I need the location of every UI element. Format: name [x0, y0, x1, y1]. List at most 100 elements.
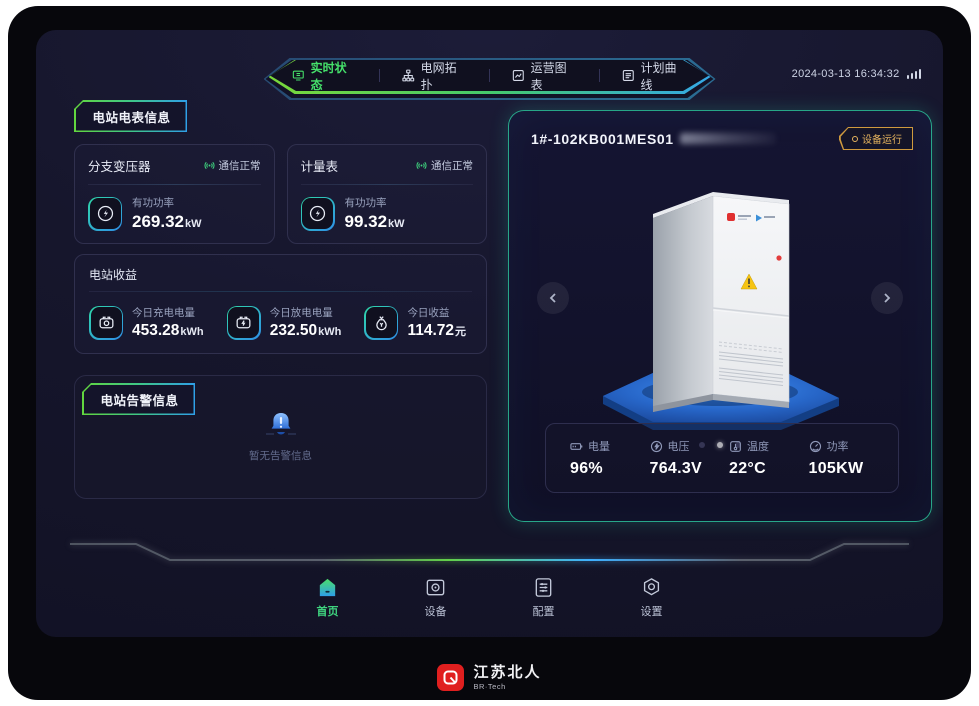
divider — [88, 184, 261, 185]
stat-value: 96% — [570, 460, 603, 477]
metric-value: 99.32 — [344, 212, 388, 231]
device-frame: 实时状态 电网拓扑 运营图表 计划曲线 — [8, 6, 971, 700]
revenue-label: 今日收益 — [407, 307, 450, 319]
carousel-prev-button[interactable] — [537, 282, 569, 314]
top-bar: 实时状态 电网拓扑 运营图表 计划曲线 — [36, 56, 943, 100]
monitor-icon — [292, 69, 305, 82]
divider — [300, 184, 473, 185]
alarm-section-title: 电站告警信息 — [83, 384, 194, 414]
device-status-label: 设备运行 — [862, 135, 902, 146]
comm-status-label: 通信正常 — [218, 160, 261, 172]
meter-card-meter: 计量表 通信正常 有功功率 99.32kW — [286, 144, 487, 244]
meter-section-title: 电站电表信息 — [75, 101, 186, 131]
charge-energy-icon — [89, 305, 123, 340]
comm-status-badge: 通信正常 — [203, 158, 261, 173]
nav-item-config[interactable]: 配置 — [521, 576, 567, 619]
device-carousel — [509, 150, 931, 448]
tab-label: 实时状态 — [310, 60, 347, 92]
metric-unit: kW — [185, 218, 202, 230]
tab-grid-topology[interactable]: 电网拓扑 — [380, 59, 489, 93]
device-panel: 1#-102KB001MES01 设备运行 — [508, 110, 932, 522]
meter-card-transformer: 分支变压器 通信正常 有功功率 269.32kW — [74, 144, 275, 244]
power-gauge-icon — [809, 440, 821, 452]
broadcast-icon — [203, 161, 215, 170]
divider-swoosh — [70, 541, 909, 563]
comm-status-badge: 通信正常 — [416, 158, 473, 173]
alarm-section-tag: 电站告警信息 — [82, 383, 196, 415]
stat-value: 22°C — [729, 460, 766, 477]
nav-label: 设备 — [424, 606, 447, 618]
carousel-dot[interactable] — [699, 442, 705, 448]
tab-label: 运营图表 — [530, 60, 567, 92]
comm-status-label: 通信正常 — [431, 160, 473, 172]
no-alarm-icon — [265, 413, 296, 435]
top-nav: 实时状态 电网拓扑 运营图表 计划曲线 — [264, 58, 716, 100]
bottom-nav: 首页 设备 配置 设置 — [36, 576, 943, 619]
revenue-label: 今日充电电量 — [132, 307, 195, 319]
active-power-icon — [300, 196, 335, 231]
brand-logo-icon — [437, 664, 465, 691]
datetime-text: 2024-03-13 16:34:32 — [791, 68, 900, 80]
revenue-unit: 元 — [455, 326, 466, 338]
stat-label: 温度 — [747, 441, 769, 453]
tab-plan-curve[interactable]: 计划曲线 — [600, 59, 709, 93]
alarm-empty-state: 暂无告警信息 — [75, 410, 486, 463]
nav-item-home[interactable]: 首页 — [305, 576, 351, 619]
carousel-next-button[interactable] — [871, 282, 903, 314]
revenue-value: 232.50 — [269, 322, 318, 339]
tab-operation-charts[interactable]: 运营图表 — [490, 59, 599, 93]
signal-icon — [906, 69, 921, 79]
stat-label: 功率 — [826, 441, 849, 453]
nav-item-devices[interactable]: 设备 — [413, 576, 459, 619]
metric-value: 269.32 — [132, 212, 184, 231]
datetime: 2024-03-13 16:34:32 — [792, 68, 921, 80]
meter-card-name: 分支变压器 — [88, 160, 151, 174]
revenue-value: 453.28 — [132, 322, 180, 339]
topology-icon — [402, 69, 415, 82]
screen: 实时状态 电网拓扑 运营图表 计划曲线 — [36, 30, 943, 637]
home-icon — [319, 578, 336, 597]
divider — [89, 291, 472, 292]
temperature-icon — [730, 440, 741, 452]
battery-icon — [570, 442, 583, 450]
stat-voltage: 电压 764.3V — [650, 438, 730, 478]
metric-label: 有功功率 — [132, 197, 174, 209]
tab-divider — [489, 69, 490, 82]
money-pouch-icon — [364, 305, 399, 340]
carousel-dot[interactable] — [735, 442, 741, 448]
revenue-value: 114.72 — [407, 322, 454, 339]
device-status-badge: 设备运行 — [839, 127, 913, 150]
stat-battery: 电量 96% — [570, 438, 650, 478]
metric-unit: kW — [388, 218, 405, 230]
device-stats: 电量 96% 电压 764.3V 温度 22°C — [545, 423, 899, 493]
carousel-dots — [509, 442, 931, 448]
chevron-right-icon — [884, 293, 891, 303]
alarm-panel: 电站告警信息 暂无告警信息 — [74, 375, 487, 499]
device-title: 1#-102KB001MES01 — [531, 130, 674, 147]
curve-icon — [622, 69, 635, 82]
revenue-item-discharge: 今日放电电量 232.50kWh — [226, 305, 341, 340]
alarm-empty-text: 暂无告警信息 — [249, 450, 312, 462]
stat-label: 电压 — [667, 441, 690, 453]
meter-card-name: 计量表 — [300, 160, 339, 174]
config-icon — [535, 578, 552, 597]
tab-label: 电网拓扑 — [420, 60, 457, 92]
tab-label: 计划曲线 — [640, 60, 677, 92]
carousel-dot-active[interactable] — [717, 442, 723, 448]
stat-value: 764.3V — [649, 460, 703, 477]
meter-cards-row: 分支变压器 通信正常 有功功率 269.32kW — [74, 144, 487, 244]
stat-label: 电量 — [588, 441, 610, 453]
left-column: 电站电表信息 分支变压器 通信正常 — [74, 100, 487, 499]
revenue-item-charge: 今日充电电量 453.28kWh — [89, 305, 204, 340]
device-icon — [426, 579, 445, 596]
revenue-card: 电站收益 今日充电电量 453.28kWh — [74, 254, 487, 354]
nav-item-settings[interactable]: 设置 — [629, 576, 675, 619]
brand-subtitle: BR·Tech — [473, 681, 506, 691]
revenue-item-income: 今日收益 114.72元 — [364, 305, 466, 340]
broadcast-icon — [416, 161, 427, 170]
stat-temperature: 温度 22°C — [729, 438, 809, 478]
voltage-icon — [650, 440, 662, 452]
tab-realtime-status[interactable]: 实时状态 — [270, 59, 379, 93]
footer-brand: 江苏北人 BR·Tech — [8, 664, 971, 691]
settings-icon — [643, 578, 660, 596]
